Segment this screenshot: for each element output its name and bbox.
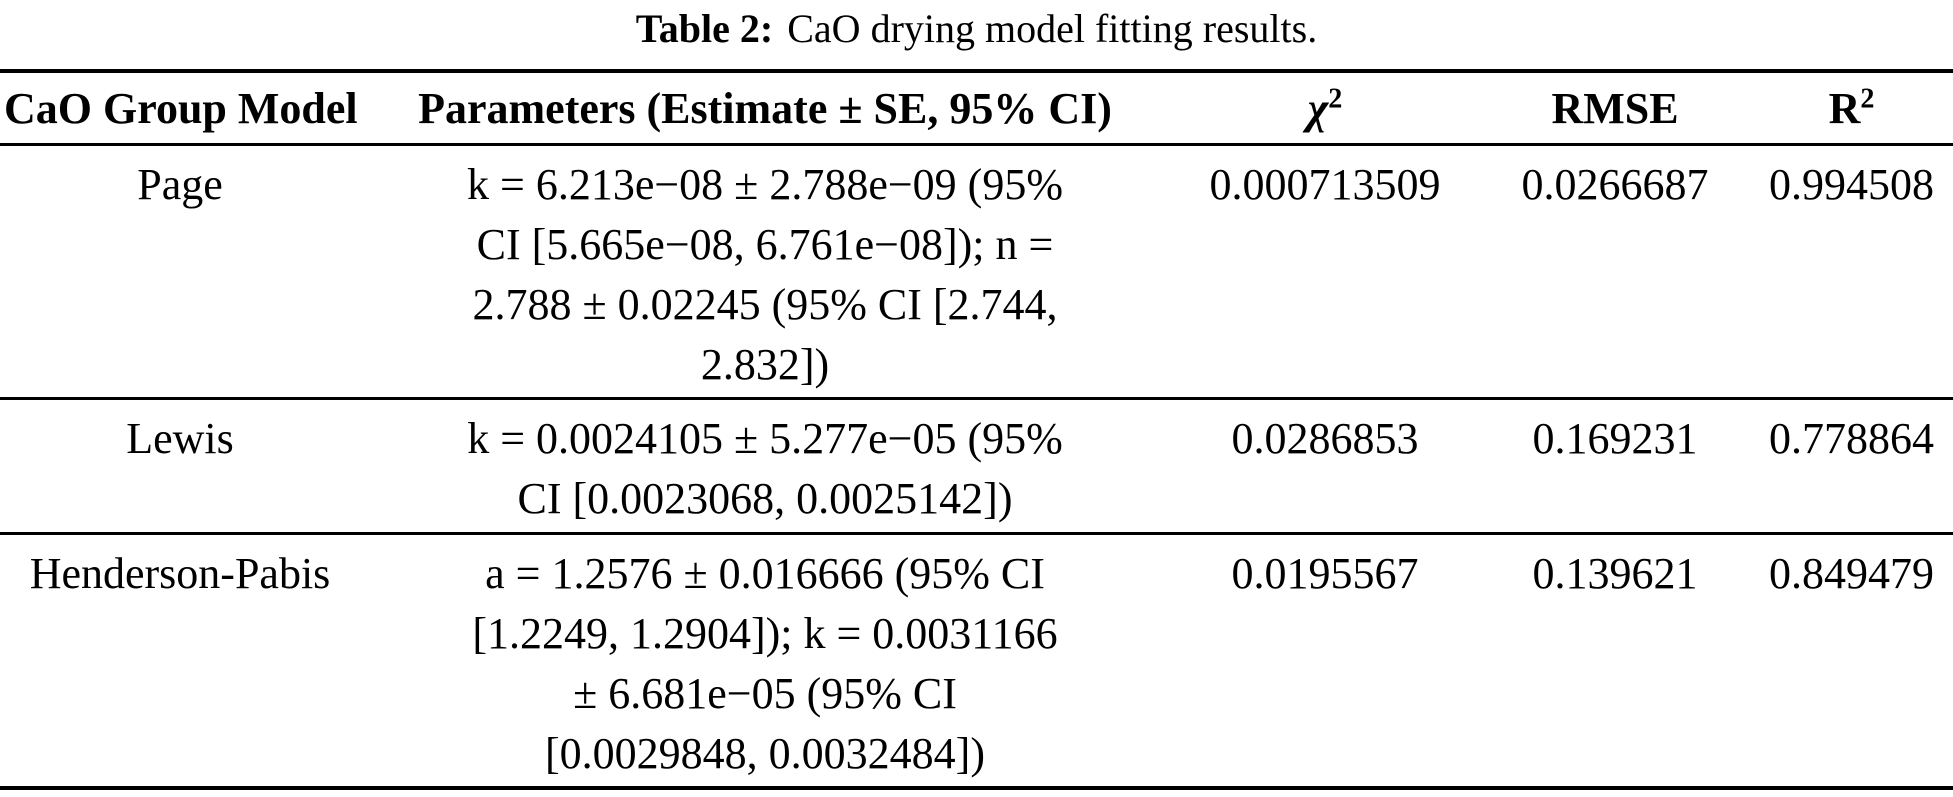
table-caption-label: Table 2: bbox=[635, 6, 774, 51]
chi-exponent: 2 bbox=[1328, 83, 1343, 115]
header-row: CaO Group Model Parameters (Estimate ± S… bbox=[0, 71, 1953, 145]
cell-r-squared: 0.849479 bbox=[1769, 549, 1934, 598]
cell-r-squared: 0.994508 bbox=[1769, 160, 1934, 209]
cell-rmse: 0.0266687 bbox=[1521, 160, 1709, 209]
table-row-page: Page k = 6.213e−08 ± 2.788e−09 (95% CI [… bbox=[0, 145, 1953, 399]
table-caption: Table 2: CaO drying model fitting results… bbox=[0, 6, 1953, 52]
cell-model: Lewis bbox=[126, 414, 234, 463]
column-header-model: CaO Group Model bbox=[4, 84, 358, 133]
cell-parameters: k = 6.213e−08 ± 2.788e−09 (95% CI [5.665… bbox=[467, 160, 1063, 389]
chi-symbol: χ bbox=[1307, 84, 1329, 133]
results-table: CaO Group Model Parameters (Estimate ± S… bbox=[0, 69, 1953, 790]
column-header-r-squared: R2 bbox=[1750, 71, 1953, 145]
cell-model: Page bbox=[137, 160, 223, 209]
cell-model: Henderson-Pabis bbox=[29, 549, 331, 598]
r-symbol: R bbox=[1828, 84, 1861, 133]
cell-rmse: 0.169231 bbox=[1532, 414, 1698, 463]
cell-chi-squared: 0.000713509 bbox=[1209, 160, 1441, 209]
cell-parameters: k = 0.0024105 ± 5.277e−05 (95% CI [0.002… bbox=[467, 414, 1063, 523]
column-header-rmse: RMSE bbox=[1551, 84, 1679, 133]
table-caption-text: CaO drying model fitting results. bbox=[787, 6, 1318, 51]
column-header-chi-squared: χ2 bbox=[1170, 71, 1480, 145]
cell-rmse: 0.139621 bbox=[1532, 549, 1698, 598]
column-header-parameters: Parameters (Estimate ± SE, 95% CI) bbox=[418, 84, 1112, 133]
cell-parameters: a = 1.2576 ± 0.016666 (95% CI [1.2249, 1… bbox=[472, 549, 1058, 778]
table-row-lewis: Lewis k = 0.0024105 ± 5.277e−05 (95% CI … bbox=[0, 399, 1953, 534]
table-row-henderson-pabis: Henderson-Pabis a = 1.2576 ± 0.016666 (9… bbox=[0, 534, 1953, 789]
r-exponent: 2 bbox=[1860, 83, 1875, 115]
cell-chi-squared: 0.0286853 bbox=[1231, 414, 1419, 463]
cell-chi-squared: 0.0195567 bbox=[1231, 549, 1419, 598]
cell-r-squared: 0.778864 bbox=[1769, 414, 1934, 463]
